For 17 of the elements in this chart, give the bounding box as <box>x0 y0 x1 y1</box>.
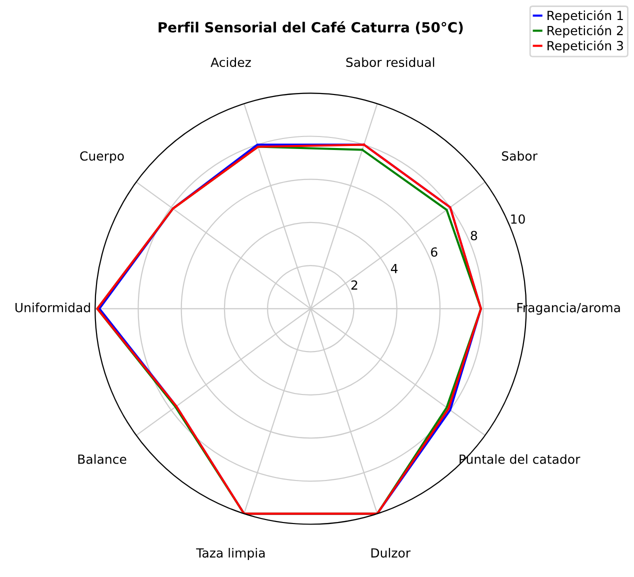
legend-label: Repetición 1 <box>548 10 623 23</box>
y-tick-label: 2 <box>351 280 358 290</box>
y-tick-label: 10 <box>511 214 525 224</box>
spoke-label: Taza limpia <box>196 548 265 560</box>
spoke-label: Balance <box>78 454 126 464</box>
spoke-label: Sabor residual <box>346 57 434 68</box>
spoke-label: Sabor <box>502 151 538 161</box>
y-tick-label: 6 <box>431 247 438 257</box>
legend-label: Repetición 3 <box>548 40 623 53</box>
y-tick-label: 8 <box>470 230 478 240</box>
y-tick-label: 4 <box>390 264 398 274</box>
text: Perfil Sensorial del Café Caturra (50°C) <box>158 21 463 34</box>
spoke-label: Dulzor <box>371 548 411 558</box>
spoke-label: Acidez <box>210 57 251 68</box>
spoke-label: Uniformidad <box>15 302 90 312</box>
legend-label: Repetición 2 <box>548 25 623 38</box>
spoke-label: Cuerpo <box>80 151 124 164</box>
